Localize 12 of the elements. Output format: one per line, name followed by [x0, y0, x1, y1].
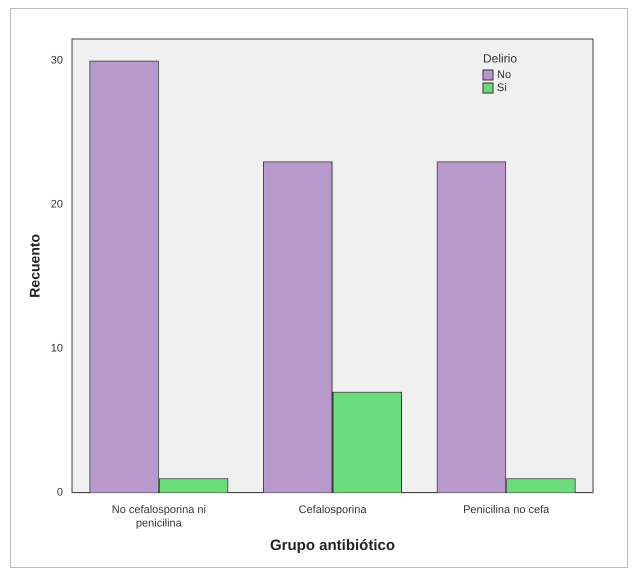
y-axis-title: Recuento: [26, 234, 42, 298]
y-tick-label: 20: [50, 198, 64, 211]
y-tick-label: 0: [56, 486, 64, 499]
x-tick-label: No cefalosporina ni penicilina: [112, 504, 206, 530]
y-tick-label: 30: [50, 54, 64, 67]
y-tick-label: 10: [50, 342, 64, 355]
legend-label: No: [497, 69, 512, 82]
legend-label: Si: [497, 82, 507, 94]
x-tick-label: Cefalosporina: [298, 504, 368, 516]
x-tick-label: Penicilina no cefa: [463, 504, 550, 516]
x-axis-title: Grupo antibiótico: [270, 537, 396, 554]
legend-title: Delirio: [483, 51, 518, 66]
